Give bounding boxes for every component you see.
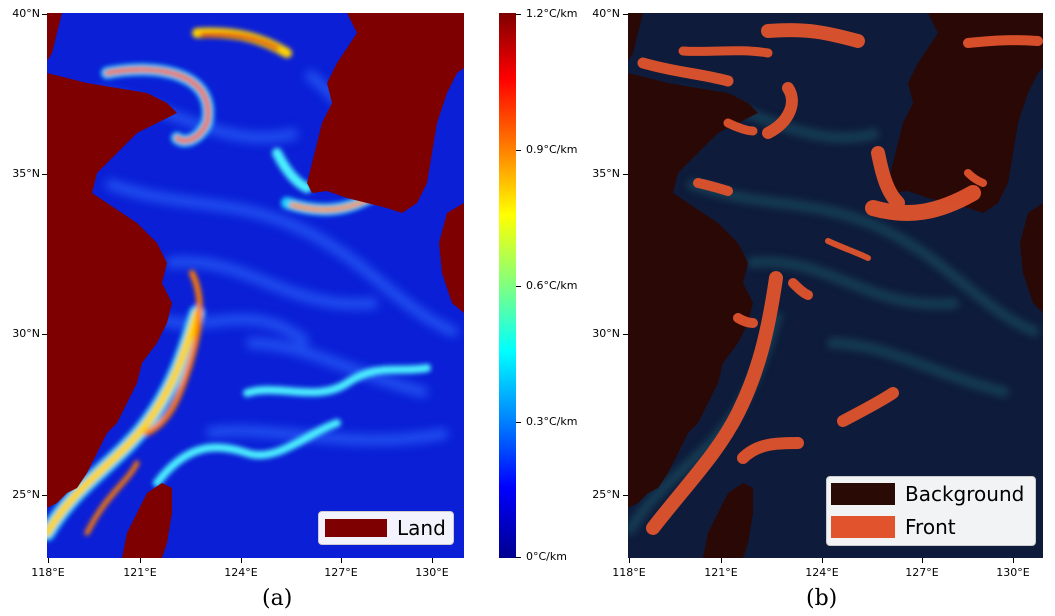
legend-label-background: Background bbox=[905, 482, 1025, 506]
front-region bbox=[865, 185, 981, 221]
land-mainland bbox=[47, 13, 177, 508]
tick bbox=[623, 174, 628, 175]
front-region bbox=[761, 23, 865, 48]
front-region bbox=[871, 146, 905, 210]
land-taiwan bbox=[703, 483, 753, 558]
front-region bbox=[693, 178, 733, 196]
tick bbox=[42, 174, 47, 175]
front-region bbox=[737, 437, 804, 464]
tick bbox=[516, 557, 521, 558]
colorbar-label: 1.2°C/km bbox=[526, 7, 578, 20]
panel-b-caption: (b) bbox=[806, 586, 838, 611]
panel-b bbox=[628, 13, 1043, 558]
front-region bbox=[837, 387, 899, 427]
tick bbox=[341, 558, 342, 563]
land-korea bbox=[307, 13, 464, 213]
panel-b-lat-label: 40°N bbox=[592, 7, 620, 20]
panel-a-lon-label: 130°E bbox=[415, 566, 449, 579]
tick bbox=[629, 558, 630, 563]
panel-a-lon-label: 121°E bbox=[123, 566, 157, 579]
tick bbox=[42, 334, 47, 335]
front-region bbox=[825, 238, 871, 261]
panel-a-lat-label: 35°N bbox=[12, 167, 40, 180]
tick bbox=[623, 14, 628, 15]
panel-a-lon-label: 118°E bbox=[31, 566, 65, 579]
tick bbox=[516, 14, 521, 15]
panel-b-map bbox=[628, 13, 1043, 558]
tick bbox=[42, 495, 47, 496]
tick bbox=[140, 558, 141, 563]
panel-a-legend: Land bbox=[318, 511, 454, 545]
front-region bbox=[637, 57, 734, 87]
panel-a-lat-label: 30°N bbox=[12, 327, 40, 340]
land-taiwan bbox=[122, 483, 172, 558]
panel-a bbox=[47, 13, 464, 558]
colorbar-label: 0.6°C/km bbox=[526, 279, 578, 292]
legend-label-land: Land bbox=[397, 516, 446, 540]
tick bbox=[516, 150, 521, 151]
tick bbox=[516, 286, 521, 287]
colorbar-label: 0°C/km bbox=[526, 550, 567, 563]
land-korea bbox=[888, 13, 1043, 213]
panel-a-lat-label: 40°N bbox=[12, 7, 40, 20]
front-region bbox=[723, 118, 758, 136]
tick bbox=[48, 558, 49, 563]
tick bbox=[721, 558, 722, 563]
front-region bbox=[646, 271, 783, 535]
legend-swatch-background bbox=[831, 483, 895, 505]
tick bbox=[241, 558, 242, 563]
tick bbox=[623, 334, 628, 335]
panel-b-lon-label: 124°E bbox=[805, 566, 839, 579]
front-region bbox=[963, 35, 1043, 48]
front-region bbox=[788, 278, 813, 300]
panel-a-caption: (a) bbox=[262, 586, 293, 611]
land-mainland bbox=[628, 13, 758, 508]
panel-a-map bbox=[47, 13, 464, 558]
colorbar bbox=[499, 13, 516, 558]
front-region bbox=[733, 313, 758, 328]
panel-a-lon-label: 127°E bbox=[324, 566, 358, 579]
panel-b-legend: Background Front bbox=[826, 476, 1036, 546]
tick bbox=[922, 558, 923, 563]
front-region bbox=[678, 46, 773, 58]
legend-label-front: Front bbox=[905, 515, 956, 539]
panel-b-lon-label: 121°E bbox=[704, 566, 738, 579]
tick bbox=[516, 422, 521, 423]
tick bbox=[822, 558, 823, 563]
panel-b-lon-label: 127°E bbox=[905, 566, 939, 579]
colorbar-label: 0.3°C/km bbox=[526, 415, 578, 428]
legend-swatch-land bbox=[325, 519, 387, 537]
tick bbox=[42, 14, 47, 15]
tick bbox=[1013, 558, 1014, 563]
panel-a-lat-label: 25°N bbox=[12, 488, 40, 501]
front-region bbox=[762, 82, 798, 139]
legend-swatch-front bbox=[831, 516, 895, 538]
panel-b-lon-label: 118°E bbox=[612, 566, 646, 579]
land-japan bbox=[439, 203, 464, 313]
front-region bbox=[964, 169, 987, 187]
panel-b-lat-label: 30°N bbox=[592, 327, 620, 340]
panel-b-lat-label: 35°N bbox=[592, 167, 620, 180]
tick bbox=[432, 558, 433, 563]
land-japan bbox=[1020, 203, 1043, 313]
panel-b-lon-label: 130°E bbox=[996, 566, 1030, 579]
colorbar-label: 0.9°C/km bbox=[526, 143, 578, 156]
tick bbox=[623, 495, 628, 496]
panel-b-lat-label: 25°N bbox=[592, 488, 620, 501]
panel-a-lon-label: 124°E bbox=[224, 566, 258, 579]
